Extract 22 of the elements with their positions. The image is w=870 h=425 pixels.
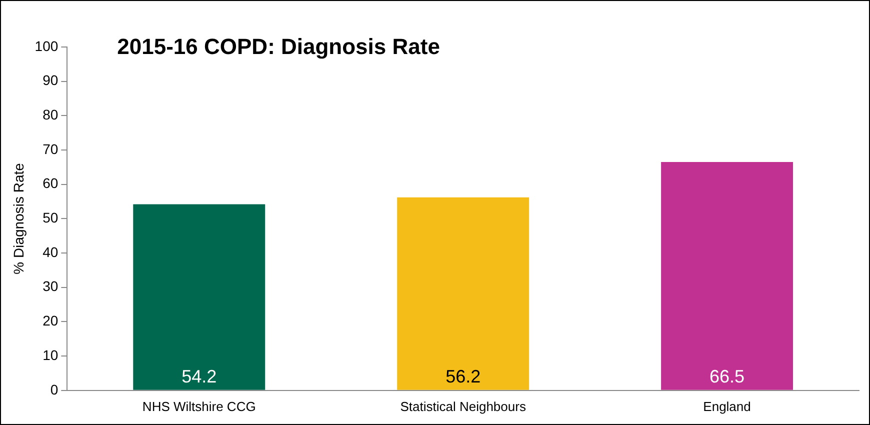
y-tick-label: 30 (42, 278, 58, 294)
bar (397, 197, 530, 390)
chart-title: 2015-16 COPD: Diagnosis Rate (117, 34, 440, 60)
y-axis-title: % Diagnosis Rate (10, 162, 26, 274)
data-label: 56.2 (446, 366, 481, 386)
x-tick-label: Statistical Neighbours (400, 398, 526, 414)
y-tick-label: 70 (42, 140, 58, 157)
y-tick-label: 0 (50, 381, 58, 398)
y-tick-label: 80 (42, 106, 58, 123)
x-tick-label: England (703, 398, 751, 414)
y-tick-label: 90 (42, 72, 58, 88)
bar (133, 204, 266, 390)
bar (661, 162, 794, 390)
y-tick-label: 100 (34, 38, 58, 54)
data-label: 66.5 (710, 366, 745, 386)
y-tick-label: 50 (42, 210, 58, 226)
data-label: 54.2 (182, 366, 217, 386)
y-tick-label: 40 (42, 244, 58, 260)
y-tick-label: 10 (42, 346, 58, 363)
y-tick-label: 20 (42, 312, 58, 329)
y-tick-label: 60 (42, 175, 58, 192)
x-tick-label: NHS Wiltshire CCG (142, 398, 256, 414)
